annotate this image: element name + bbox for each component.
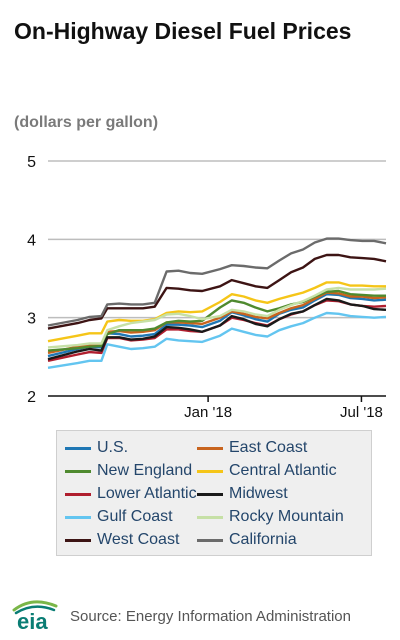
legend-item-rocky-mountain: Rocky Mountain — [197, 506, 363, 528]
legend-grid: U.S. East Coast New England Central Atlanti… — [65, 437, 363, 551]
legend-swatch — [65, 446, 91, 450]
series-line-midwest — [47, 297, 387, 361]
legend-item-u-s: U.S. — [65, 437, 197, 459]
legend-label: Central Atlantic — [229, 462, 337, 479]
legend-item-california: California — [197, 529, 363, 551]
legend-item-central-atlantic: Central Atlantic — [197, 460, 363, 482]
legend-item-midwest: Midwest — [197, 483, 363, 505]
y-tick-label: 5 — [27, 154, 36, 171]
legend-label: Lower Atlantic — [97, 485, 197, 502]
footer: eia Source: Energy Information Administr… — [10, 596, 390, 632]
x-tick-label: Jan '18 — [184, 404, 232, 421]
unit-label: (dollars per gallon) — [14, 114, 159, 131]
y-tick-label: 3 — [27, 311, 36, 328]
legend-label: New England — [97, 462, 193, 479]
series-line-new-england — [47, 289, 386, 352]
chart-title: On-Highway Diesel Fuel Prices — [14, 18, 352, 44]
y-tick-label: 4 — [27, 232, 36, 249]
y-tick-label: 2 — [27, 389, 36, 406]
legend-swatch — [197, 515, 223, 519]
legend-swatch — [197, 469, 223, 473]
legend-swatch — [65, 492, 91, 496]
legend-swatch — [65, 515, 91, 519]
source-note: Source: Energy Information Administratio… — [70, 608, 351, 625]
series-line-california — [47, 237, 387, 327]
legend-label: West Coast — [97, 531, 180, 548]
legend-swatch — [197, 492, 223, 496]
svg-text:eia: eia — [17, 609, 48, 632]
legend-item-lower-atlantic: Lower Atlantic — [65, 483, 197, 505]
x-tick-label: Jul '18 — [340, 404, 383, 421]
legend-swatch — [197, 446, 223, 450]
series-line-u-s — [47, 293, 387, 358]
series-line-central-atlantic — [47, 281, 386, 343]
legend-item-east-coast: East Coast — [197, 437, 363, 459]
eia-logo-icon: eia — [12, 600, 58, 632]
legend-item-west-coast: West Coast — [65, 529, 197, 551]
series-line-rocky-mountain — [47, 286, 387, 349]
legend-label: Midwest — [229, 485, 288, 502]
legend-label: U.S. — [97, 439, 129, 456]
legend-swatch — [65, 538, 91, 542]
series-line-west-coast — [47, 253, 387, 330]
line-chart: 2 3 4 5 Jan '18 Jul '18 — [27, 154, 387, 421]
series-line-gulf-coast — [47, 311, 387, 369]
legend-swatch — [65, 469, 91, 473]
legend-item-new-england: New England — [65, 460, 197, 482]
legend-label: California — [229, 531, 297, 548]
legend-label: East Coast — [229, 439, 308, 456]
legend: U.S. East Coast New England Central Atlanti… — [56, 430, 372, 556]
legend-label: Gulf Coast — [97, 508, 173, 525]
legend-item-gulf-coast: Gulf Coast — [65, 506, 197, 528]
legend-label: Rocky Mountain — [229, 508, 344, 525]
legend-swatch — [197, 538, 223, 542]
